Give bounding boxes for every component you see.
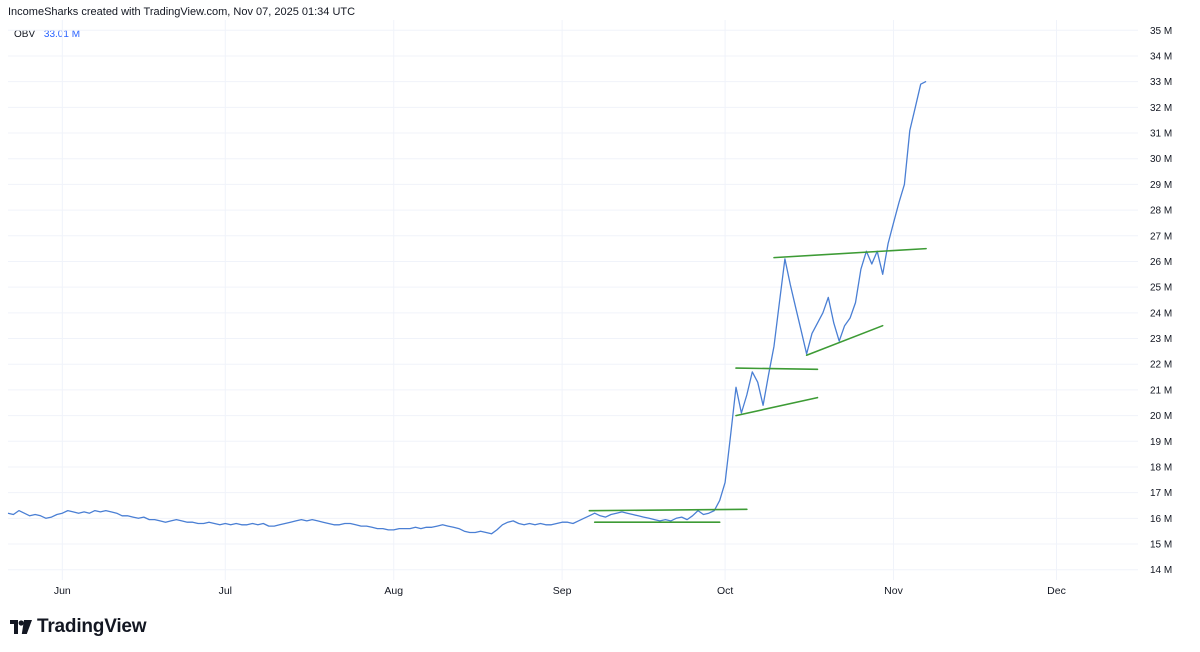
y-tick-label: 20 M (1150, 411, 1172, 422)
y-tick-label: 14 M (1150, 565, 1172, 576)
x-tick-label: Nov (884, 585, 903, 597)
y-tick-label: 34 M (1150, 51, 1172, 62)
grid-lines (8, 20, 1138, 580)
y-tick-label: 35 M (1150, 26, 1172, 37)
y-tick-label: 25 M (1150, 283, 1172, 294)
y-axis[interactable]: 35 M 34 M 33 M 32 M 31 M 30 M 29 M 28 M 27 M 26 M… (1150, 26, 1172, 576)
y-tick-label: 27 M (1150, 231, 1172, 242)
y-tick-label: 33 M (1150, 77, 1172, 88)
y-tick-label: 32 M (1150, 103, 1172, 114)
brand[interactable]: TradingView (10, 616, 147, 638)
x-axis[interactable]: Jun Jul Aug Sep Oct Nov Dec (54, 585, 1066, 597)
x-tick-label: Aug (384, 585, 403, 597)
trendline[interactable] (735, 367, 819, 371)
y-tick-label: 17 M (1150, 488, 1172, 499)
y-tick-label: 31 M (1150, 129, 1172, 140)
obv-series-line (7, 80, 927, 535)
y-tick-label: 28 M (1150, 206, 1172, 217)
trendline[interactable] (773, 247, 927, 259)
y-tick-label: 30 M (1150, 154, 1172, 165)
y-tick-label: 22 M (1150, 360, 1172, 371)
chart-attribution: IncomeSharks created with TradingView.co… (8, 6, 356, 18)
y-tick-label: 21 M (1150, 385, 1172, 396)
y-tick-label: 18 M (1150, 462, 1172, 473)
brand-name: TradingView (37, 616, 147, 637)
trendline[interactable] (588, 508, 748, 512)
x-tick-label: Jun (54, 585, 71, 597)
y-tick-label: 24 M (1150, 308, 1172, 319)
y-tick-label: 26 M (1150, 257, 1172, 268)
tradingview-logo-icon (10, 620, 32, 634)
y-tick-label: 15 M (1150, 540, 1172, 551)
trendlines-layer (588, 247, 927, 524)
trendline[interactable] (805, 324, 884, 357)
series-layer (7, 80, 927, 535)
x-tick-label: Jul (219, 585, 232, 597)
x-tick-label: Sep (553, 585, 572, 597)
y-tick-label: 19 M (1150, 437, 1172, 448)
y-tick-label: 16 M (1150, 514, 1172, 525)
y-tick-label: 29 M (1150, 180, 1172, 191)
x-tick-label: Dec (1047, 585, 1066, 597)
y-tick-label: 23 M (1150, 334, 1172, 345)
indicator-name: OBV (14, 29, 36, 40)
trendline[interactable] (735, 396, 819, 417)
x-tick-label: Oct (717, 585, 733, 597)
